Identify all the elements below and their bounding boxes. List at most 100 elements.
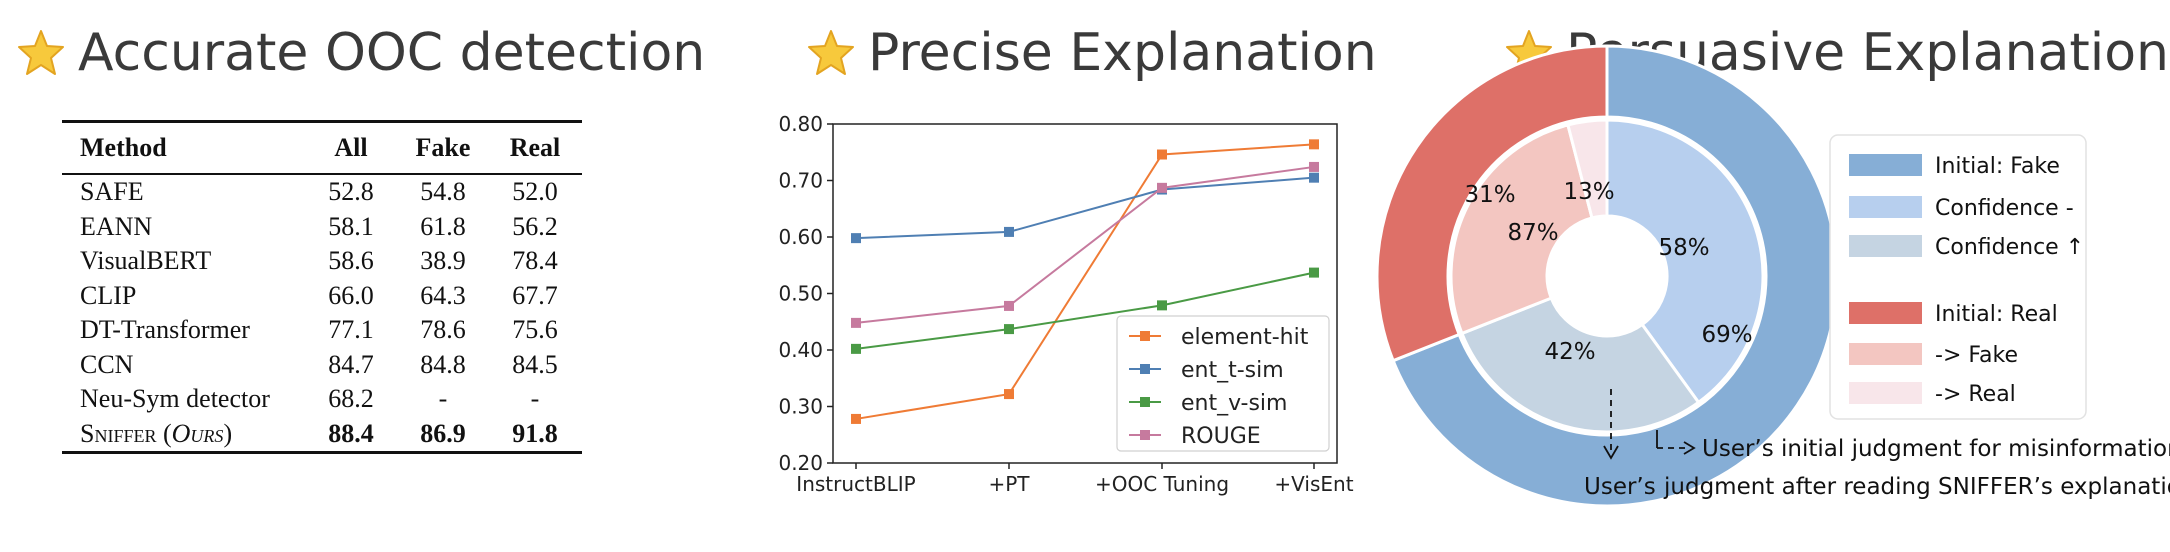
table-top-rule (62, 120, 582, 123)
cell-real: 52.0 (512, 177, 558, 207)
data-point (1309, 172, 1319, 183)
results-table: Method All Fake Real SAFE 52.8 54.8 52.0 EAN… (62, 120, 582, 454)
title-text: Persuasive Explanation (1566, 23, 2170, 83)
data-point (1004, 300, 1014, 311)
table-row: VisualBERT 58.6 38.9 78.4 (62, 244, 582, 279)
title-ooc-detection: Accurate OOC detection (16, 18, 705, 88)
method-name: Sniffer (80, 418, 157, 448)
y-tick-label: 0.50 (778, 282, 823, 306)
series-line-ROUGE (855, 165, 1315, 324)
cell-fake: 64.3 (420, 280, 466, 310)
cell-all: 68.2 (328, 384, 374, 414)
inner-slice (1449, 123, 1594, 336)
method-suffix: Ours (171, 418, 224, 448)
title-text: Precise Explanation (868, 23, 1377, 83)
title-text: Accurate OOC detection (78, 23, 706, 83)
star-icon (18, 30, 64, 75)
legend-label: ROUGE (1181, 424, 1261, 449)
legend-swatch (1849, 302, 1922, 324)
cell-all: 58.1 (328, 211, 374, 241)
data-point (1004, 389, 1014, 400)
cell-real: 56.2 (512, 211, 558, 241)
data-point (851, 413, 861, 424)
legend-label: Confidence ↑ (1935, 235, 2084, 260)
cell-fake: 54.8 (420, 177, 466, 207)
plot-frame (832, 123, 1338, 464)
data-point (851, 233, 861, 244)
table-row-ours: Sniffer (Ours) 88.4 86.9 91.8 (62, 417, 582, 452)
y-tick-label: 0.40 (778, 338, 823, 362)
annotation-initial-judgment: User’s initial judgment for misinformati… (1702, 436, 2170, 462)
legend-swatch (1849, 343, 1922, 365)
table-row: CLIP 66.0 64.3 67.7 (62, 279, 582, 314)
cell-real: 78.4 (512, 246, 558, 276)
inner-slice-label: 87% (1507, 220, 1558, 246)
inner-slice-label: 58% (1658, 235, 1709, 261)
chart-legend (1116, 315, 1330, 452)
data-point (851, 343, 861, 354)
cell-all: 84.7 (328, 349, 374, 379)
annotation-user-prefix: User’s (1584, 474, 1656, 500)
cell-fake: 84.8 (420, 349, 466, 379)
data-point (1157, 149, 1167, 160)
cell-all: 58.6 (328, 246, 374, 276)
annotation-after-judgment: judgment after reading SNIFFER’s explana… (1663, 474, 2170, 500)
table-row: Neu-Sym detector 68.2 - - (62, 382, 582, 417)
series-line-ent_v-sim (855, 271, 1315, 350)
legend-label: element-hit (1181, 325, 1309, 350)
legend-label: Initial: Real (1935, 302, 2058, 327)
cell-fake: 86.9 (420, 418, 466, 448)
cell-method: Sniffer (Ours) (80, 418, 233, 448)
table-row: CCN 84.7 84.8 84.5 (62, 348, 582, 383)
cell-method: EANN (80, 211, 153, 241)
data-point (1004, 226, 1014, 237)
star-icon (1506, 30, 1552, 75)
data-point (1004, 324, 1014, 335)
cell-method: CLIP (80, 280, 137, 310)
data-point (1309, 267, 1319, 278)
cell-method: DT-Transformer (80, 315, 250, 345)
outer-slice (1391, 44, 1839, 508)
cell-fake: 78.6 (420, 315, 466, 345)
cell-fake: 38.9 (420, 246, 466, 276)
outer-slice-label: 69% (1701, 322, 1752, 348)
table-body: SAFE 52.8 54.8 52.0 EANN 58.1 61.8 56.2 VisualBE… (62, 175, 582, 417)
outer-slice (1375, 44, 1609, 363)
cell-real: 91.8 (512, 418, 558, 448)
arrow-down-icon (1603, 445, 1619, 460)
x-tick-label: +OOC Tuning (1095, 472, 1229, 496)
cell-all: 66.0 (328, 280, 374, 310)
cell-real: 75.6 (512, 315, 558, 345)
legend-label: Confidence - (1935, 196, 2074, 221)
legend-swatch (1849, 154, 1922, 176)
inner-slice (1460, 296, 1701, 434)
inner-slice-label: 42% (1544, 339, 1595, 365)
title-persuasive-explanation: Persuasive Explanation (1504, 18, 2169, 88)
header-method: Method (80, 133, 167, 162)
table-row: SAFE 52.8 54.8 52.0 (62, 175, 582, 210)
title-precise-explanation: Precise Explanation (806, 18, 1377, 88)
cell-all: 88.4 (328, 418, 374, 448)
x-tick-label: +PT (988, 472, 1030, 496)
legend-marker (1140, 430, 1150, 440)
header-all: All (334, 133, 368, 162)
arrow-right-icon (1683, 441, 1696, 455)
star-icon (808, 30, 854, 75)
inner-slice (1566, 118, 1609, 220)
x-tick-label: +VisEnt (1274, 472, 1353, 496)
header-fake: Fake (415, 133, 471, 162)
cell-real: 67.7 (512, 280, 558, 310)
inner-slice (1605, 118, 1765, 405)
legend-swatch (1849, 382, 1922, 404)
table-mid-rule (62, 173, 582, 175)
table-row: DT-Transformer 77.1 78.6 75.6 (62, 313, 582, 348)
table-row: EANN 58.1 61.8 56.2 (62, 210, 582, 245)
data-point (851, 317, 861, 328)
cell-method: Neu-Sym detector (80, 384, 270, 414)
cell-method: SAFE (80, 177, 144, 207)
y-tick-label: 0.80 (778, 112, 823, 136)
series-line-element-hit (855, 143, 1315, 420)
cell-fake: - (438, 384, 448, 414)
data-point (1157, 182, 1167, 193)
legend-marker (1140, 397, 1150, 407)
